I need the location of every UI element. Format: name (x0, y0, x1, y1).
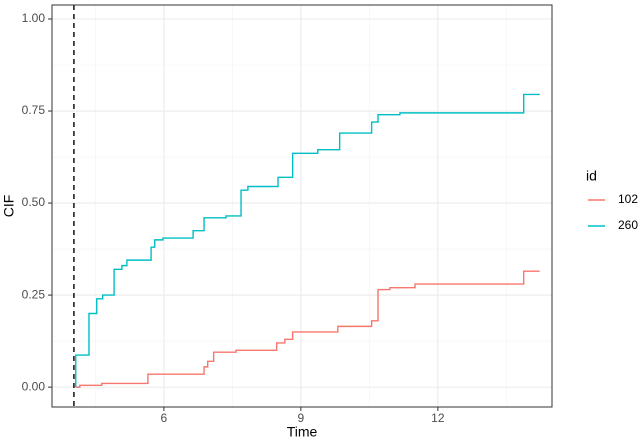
x-axis-title: Time (287, 424, 318, 440)
y-axis-title: CIF (1, 195, 17, 218)
panel-border (51, 4, 553, 408)
y-tick-label: 0.75 (22, 103, 46, 117)
x-tick-label: 12 (431, 411, 445, 425)
panel (52, 5, 552, 407)
series-line (75, 93, 540, 388)
y-tick-label: 0.50 (22, 195, 46, 209)
x-tick-label: 6 (161, 411, 168, 425)
series-line (75, 270, 540, 388)
y-tick-label: 0.25 (22, 287, 46, 301)
y-tick-label: 1.00 (22, 11, 46, 25)
legend-label: 102 (618, 192, 638, 206)
legend-label: 260 (618, 218, 638, 232)
legend-title: id (586, 168, 597, 184)
x-tick-label: 9 (298, 411, 305, 425)
y-tick-label: 0.00 (22, 379, 46, 393)
